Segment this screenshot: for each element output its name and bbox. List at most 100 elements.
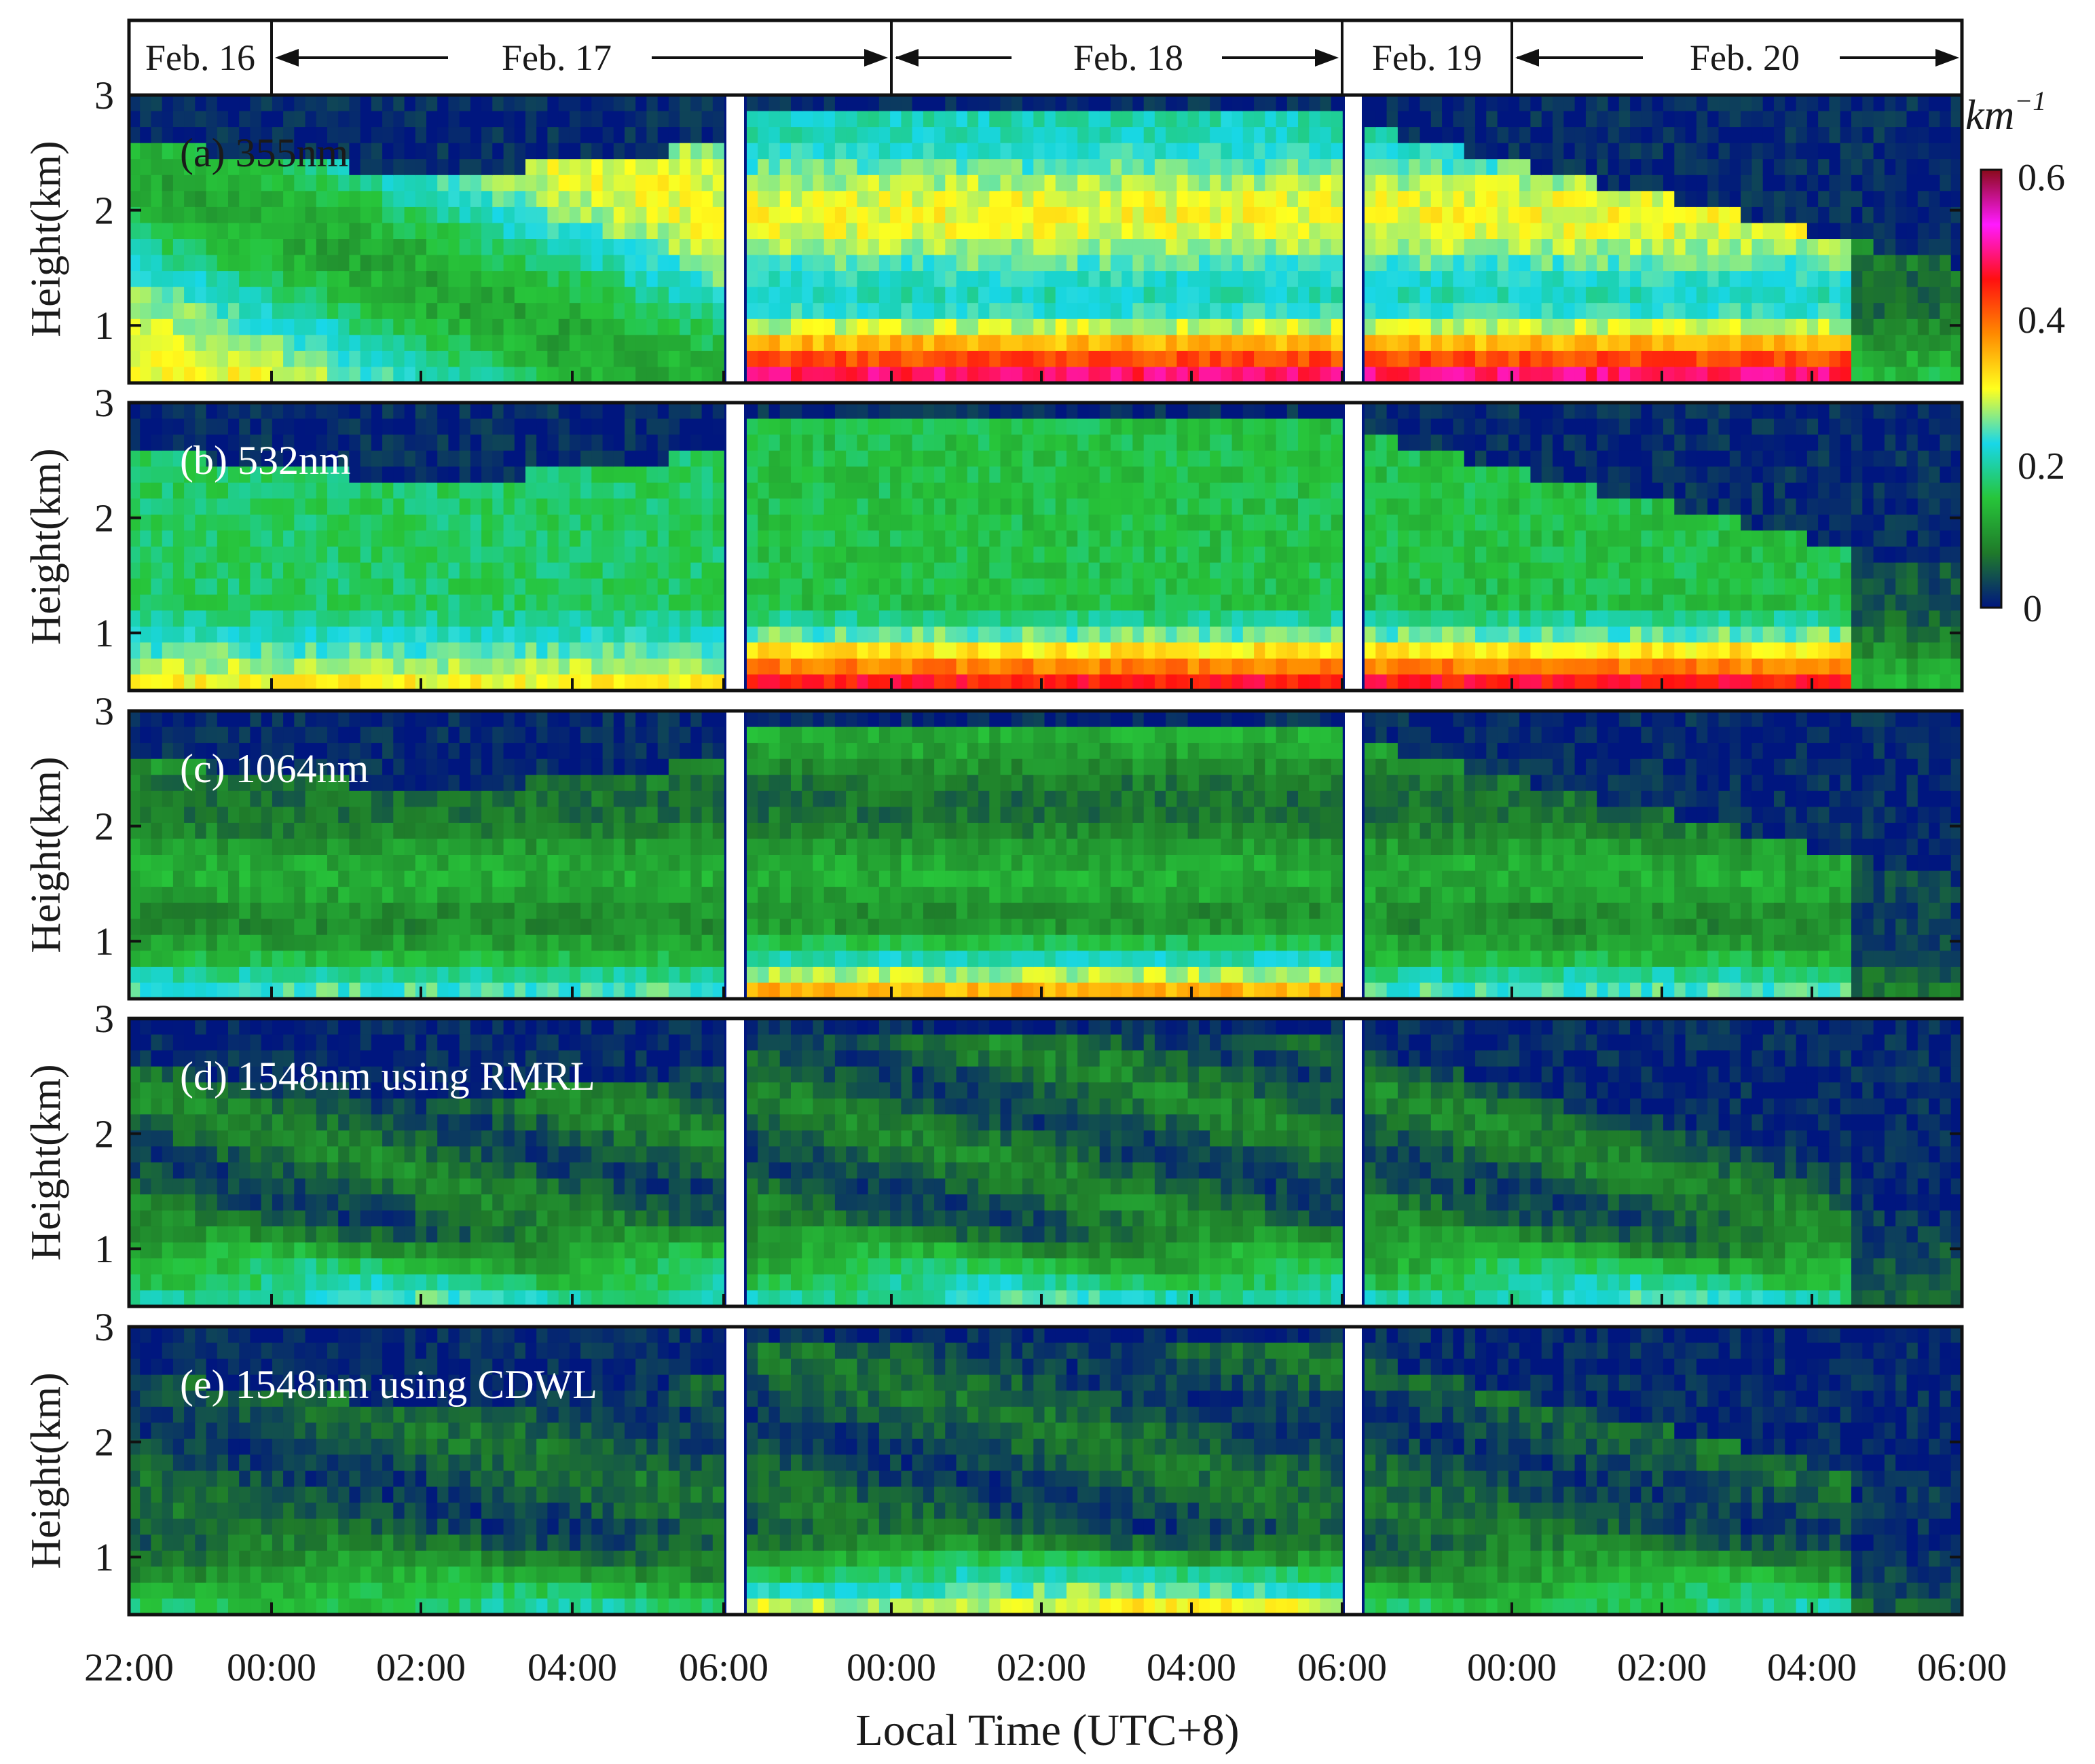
heatmap-cell [890,318,902,336]
heatmap-cell [768,159,781,176]
heatmap-cell [1320,159,1332,176]
heatmap-cell [371,594,383,612]
heatmap-cell [934,403,946,420]
heatmap-cell [857,482,869,500]
heatmap-cell [923,562,935,579]
heatmap-cell [327,206,339,224]
heatmap-cell [1729,223,1741,240]
heatmap-cell [635,159,648,176]
heatmap-cell [1011,514,1023,532]
heatmap-cell [1674,223,1686,240]
heatmap-cell [558,239,570,256]
heatmap-cell [591,111,604,128]
heatmap-cell [1055,223,1067,240]
heatmap-cell [1242,498,1255,515]
heatmap-cell [791,350,802,368]
heatmap-cell [1409,403,1421,420]
heatmap-cell [1375,287,1388,304]
heatmap-cell [503,127,515,144]
heatmap-cell [1862,159,1874,176]
heatmap-cell [580,658,593,676]
heatmap-cell [1741,127,1753,144]
heatmap-cell [162,450,174,468]
heatmap-cell [967,547,979,564]
heatmap-cell [1774,191,1786,208]
heatmap-cell [1044,450,1056,468]
heatmap-cell [1331,367,1343,384]
heatmap-cell [1541,367,1553,384]
heatmap-cell [912,255,924,272]
heatmap-cell [360,466,372,483]
heatmap-cell [1067,674,1078,691]
heatmap-cell [1729,143,1741,160]
heatmap-cell [680,403,692,420]
heatmap-cell [294,578,306,595]
heatmap-cell [1365,335,1377,352]
heatmap-cell [1077,350,1090,368]
heatmap-cell [1033,578,1045,595]
heatmap-cell [956,530,968,547]
heatmap-cell [868,223,880,240]
heatmap-cell [580,547,593,564]
heatmap-cell [1176,530,1189,547]
heatmap-cell [1608,271,1620,288]
heatmap-cell [967,626,979,644]
heatmap-cell [1022,642,1034,659]
heatmap-cell [1166,367,1178,384]
heatmap-cell [668,174,680,192]
heatmap-cell [327,303,339,320]
heatmap-cell [1121,367,1134,384]
heatmap-cell [1508,318,1520,336]
heatmap-cell [791,435,802,452]
heatmap-cell [228,271,240,288]
heatmap-cell [338,674,350,691]
heatmap-cell [536,318,549,336]
heatmap-cell [1022,223,1034,240]
heatmap-cell [1475,174,1487,192]
heatmap-cell [1641,111,1653,128]
heatmap-cell [768,223,781,240]
heatmap-cell [1088,271,1100,288]
heatmap-cell [503,594,515,612]
heatmap-cell [1641,318,1653,336]
heatmap-cell [1840,223,1852,240]
heatmap-cell [305,482,317,500]
arrowhead [864,49,888,67]
heatmap-cell [1453,367,1465,384]
heatmap-cell [747,174,758,192]
heatmap-cell [239,255,251,272]
heatmap-cell [1210,191,1222,208]
heatmap-cell [1154,403,1166,420]
heatmap-cell [978,578,990,595]
heatmap-cell [813,318,825,336]
heatmap-cell [492,367,504,384]
heatmap-cell [470,594,482,612]
heatmap-cell [791,174,802,192]
heatmap-cell [1796,335,1808,352]
heatmap-cell [802,111,814,128]
heatmap-cell [393,255,405,272]
heatmap-cell [470,303,482,320]
heatmap-cell [492,255,504,272]
heatmap-cell [239,159,251,176]
heatmap-cell [834,530,847,547]
heatmap-cell [514,435,526,452]
heatmap-cell [547,482,559,500]
heatmap-cell [1906,350,1918,368]
heatmap-cell [1221,466,1233,483]
heatmap-cell [349,271,361,288]
heatmap-cell [989,191,1001,208]
heatmap-cell [140,498,152,515]
heatmap-cell [250,191,262,208]
heatmap-cell [1585,95,1597,112]
heatmap-cell [1585,318,1597,336]
heatmap-cell [591,642,604,659]
heatmap-cell [934,466,946,483]
heatmap-cell [1618,159,1631,176]
heatmap-cell [701,335,713,352]
heatmap-cell [646,303,659,320]
heatmap-cell [371,159,383,176]
heatmap-cell [779,403,792,420]
heatmap-cell [184,514,196,532]
heatmap-cell [283,594,295,612]
